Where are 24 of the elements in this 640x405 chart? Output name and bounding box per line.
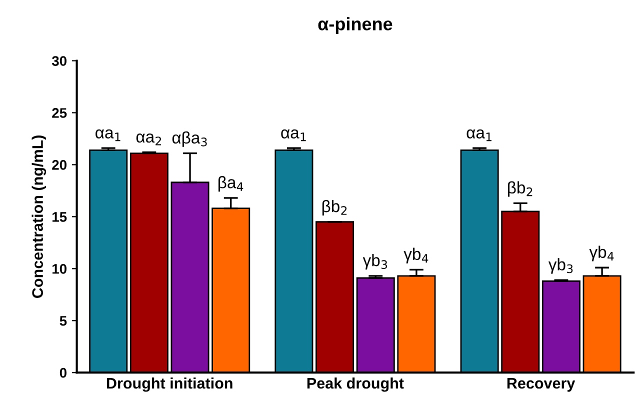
chart-title: α-pinene bbox=[318, 17, 392, 34]
annotation: γb$_{3}$ bbox=[548, 258, 573, 274]
y-tick-label: 20 bbox=[52, 160, 67, 170]
y-axis-title: Concentration (ng/mL) bbox=[32, 136, 46, 298]
annotation: αβa$_{3}$ bbox=[172, 131, 207, 147]
annotation: αa$_{1}$ bbox=[281, 129, 306, 142]
y-tick-label: 0 bbox=[60, 368, 67, 378]
x-tick-label: Drought initiation bbox=[106, 377, 232, 392]
y-tick-label: 15 bbox=[52, 212, 67, 222]
x-tick-label: Peak drought bbox=[307, 377, 404, 392]
annotation: αa$_{1}$ bbox=[466, 129, 492, 142]
annotation: βa$_{4}$ bbox=[218, 176, 244, 192]
annotation: γb$_{4}$ bbox=[589, 246, 614, 262]
y-tick-label: 30 bbox=[52, 56, 67, 66]
annotation: γb$_{4}$ bbox=[404, 248, 428, 264]
annotation: αa$_{1}$ bbox=[96, 129, 120, 142]
x-tick-label: Recovery bbox=[507, 378, 576, 392]
annotation: γb$_{3}$ bbox=[362, 254, 388, 270]
y-tick-label: 5 bbox=[60, 316, 67, 326]
y-tick-label: 10 bbox=[52, 264, 67, 274]
y-tick-label: 25 bbox=[52, 108, 67, 118]
annotation: βb$_{2}$ bbox=[322, 200, 347, 216]
annotation: βb$_{2}$ bbox=[508, 181, 532, 197]
annotation: αa$_{2}$ bbox=[136, 134, 162, 146]
